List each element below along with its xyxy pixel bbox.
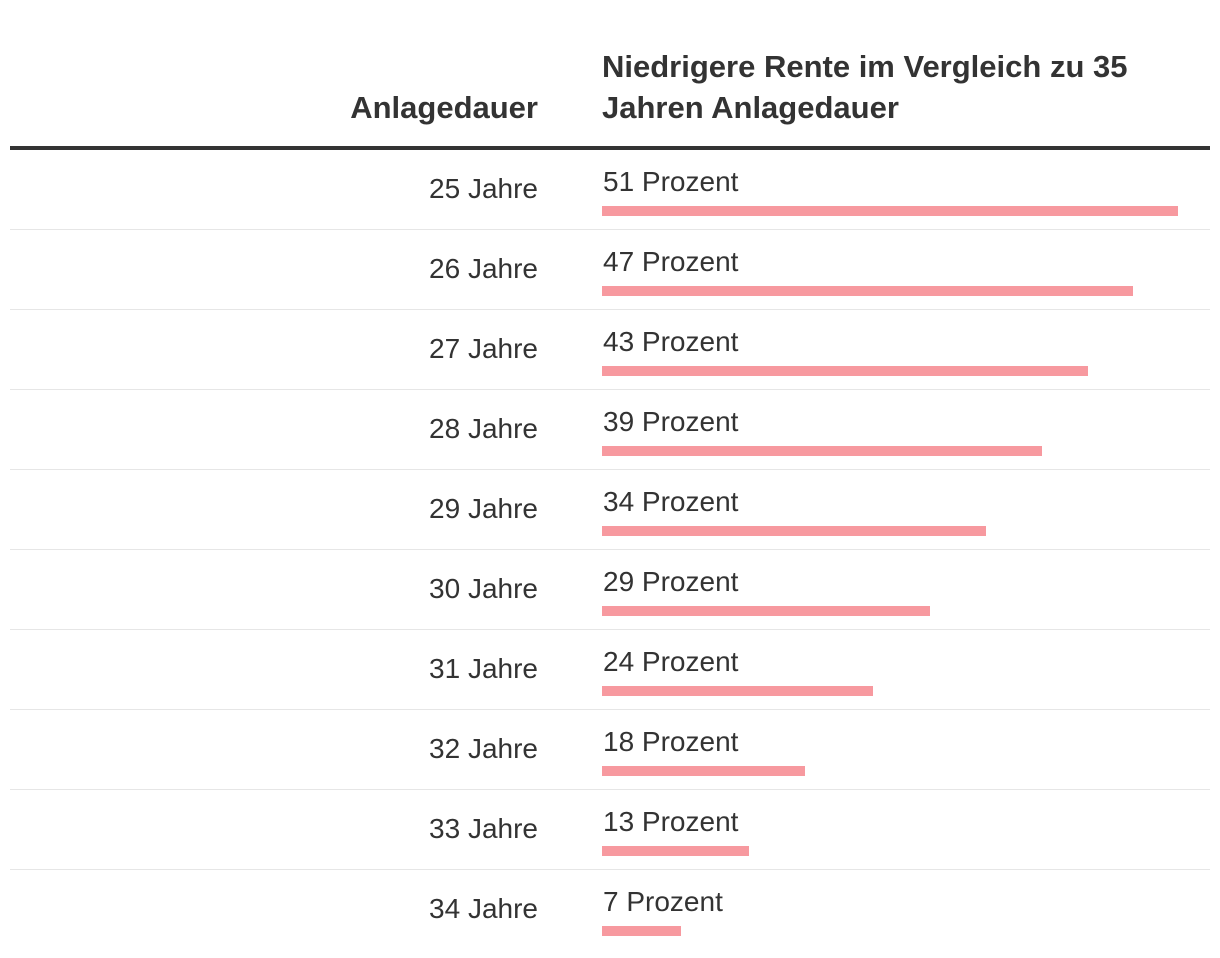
row-value-label: 7 Prozent [603, 886, 723, 917]
row-category-label: 29 Jahre [429, 493, 538, 524]
row-value-label: 24 Prozent [603, 646, 739, 677]
column-header-lower-pension: Niedrigere Rente im Vergleich zu 35 Jahr… [602, 49, 1128, 125]
table-row: 26 Jahre 47 Prozent [10, 230, 1210, 310]
row-value-label: 34 Prozent [603, 486, 739, 517]
table-body: 25 Jahre 51 Prozent 26 Jahre 47 Prozent 27 J… [10, 150, 1210, 949]
row-category-label: 27 Jahre [429, 333, 538, 364]
row-value-label: 29 Prozent [603, 566, 739, 597]
value-bar [602, 366, 1088, 376]
row-category-label: 30 Jahre [429, 573, 538, 604]
row-category-label: 32 Jahre [429, 733, 538, 764]
row-category-label: 28 Jahre [429, 413, 538, 444]
column-header-duration: Anlagedauer [350, 90, 538, 125]
table-row: 29 Jahre 34 Prozent [10, 470, 1210, 550]
row-value-label: 39 Prozent [603, 406, 739, 437]
row-category-label: 31 Jahre [429, 653, 538, 684]
table-row: 28 Jahre 39 Prozent [10, 390, 1210, 470]
row-category-label: 34 Jahre [429, 893, 538, 924]
value-bar [602, 686, 873, 696]
value-bar [602, 766, 805, 776]
row-value-label: 51 Prozent [603, 166, 739, 197]
value-bar [602, 846, 749, 856]
value-bar [602, 286, 1133, 296]
table-row: 34 Jahre 7 Prozent [10, 870, 1210, 949]
row-value-label: 13 Prozent [603, 806, 739, 837]
value-bar [602, 606, 930, 616]
row-category-label: 25 Jahre [429, 173, 538, 204]
table-row: 25 Jahre 51 Prozent [10, 150, 1210, 230]
table-row: 30 Jahre 29 Prozent [10, 550, 1210, 630]
bar-table: Anlagedauer Niedrigere Rente im Vergleic… [10, 0, 1210, 949]
value-bar [602, 206, 1178, 216]
table-row: 27 Jahre 43 Prozent [10, 310, 1210, 390]
row-category-label: 26 Jahre [429, 253, 538, 284]
value-bar [602, 446, 1042, 456]
row-category-label: 33 Jahre [429, 813, 538, 844]
row-value-label: 43 Prozent [603, 326, 739, 357]
row-value-label: 47 Prozent [603, 246, 739, 277]
table-row: 31 Jahre 24 Prozent [10, 630, 1210, 710]
row-value-label: 18 Prozent [603, 726, 739, 757]
table-header: Anlagedauer Niedrigere Rente im Vergleic… [10, 0, 1210, 150]
table-row: 33 Jahre 13 Prozent [10, 790, 1210, 870]
table-row: 32 Jahre 18 Prozent [10, 710, 1210, 790]
value-bar [602, 926, 681, 936]
value-bar [602, 526, 986, 536]
